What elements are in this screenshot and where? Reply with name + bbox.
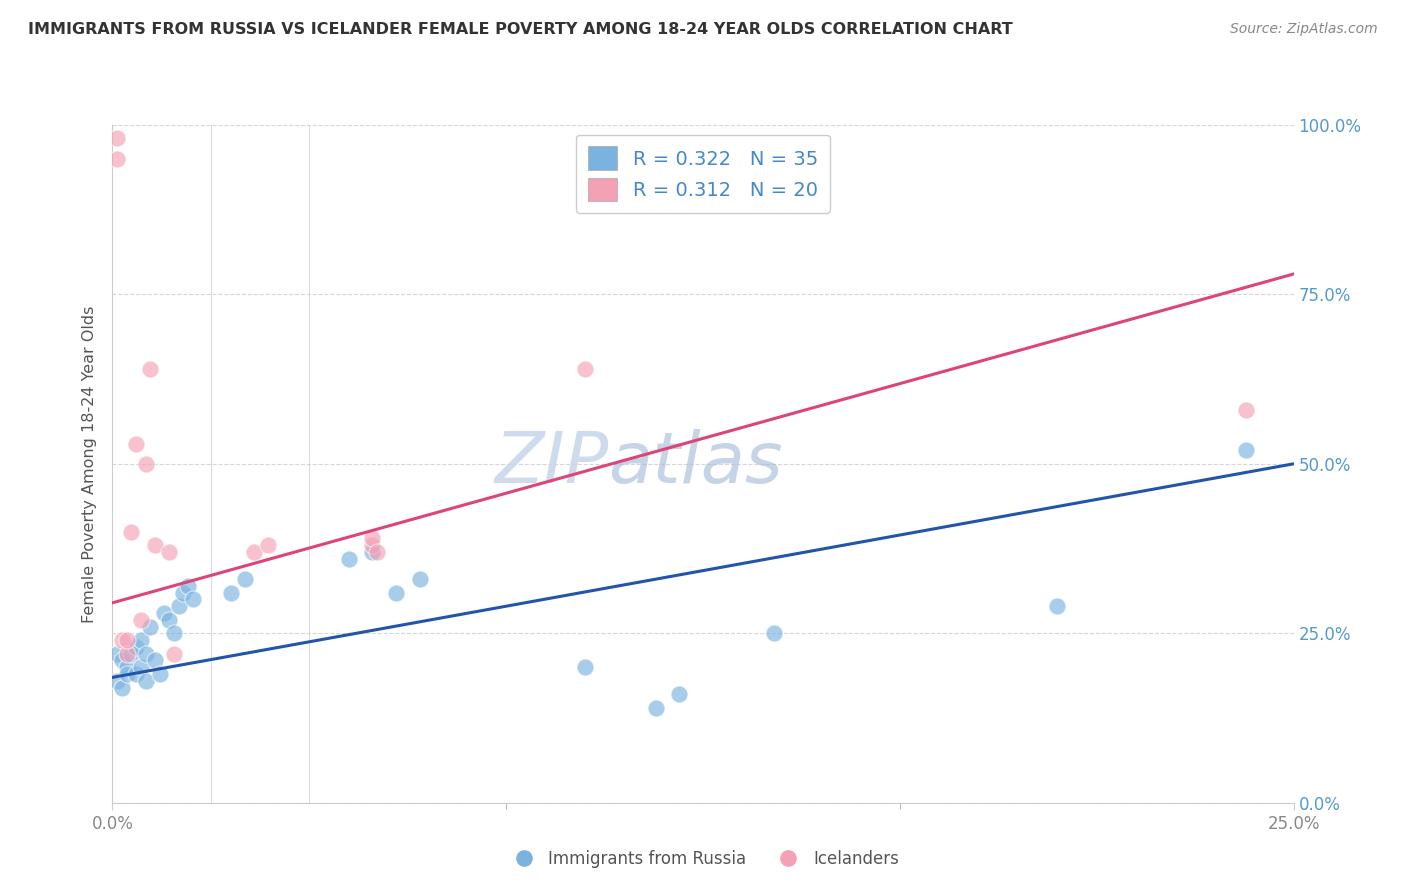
Point xyxy=(143,538,166,552)
Point xyxy=(1046,599,1069,614)
Point xyxy=(157,545,180,559)
Point xyxy=(668,687,690,701)
Text: ZIP: ZIP xyxy=(494,429,609,499)
Point xyxy=(243,545,266,559)
Text: atlas: atlas xyxy=(609,429,783,499)
Point xyxy=(644,701,666,715)
Point xyxy=(361,545,384,559)
Point xyxy=(105,647,128,661)
Point xyxy=(135,647,157,661)
Point xyxy=(172,585,194,599)
Point xyxy=(115,647,138,661)
Point xyxy=(139,619,162,633)
Text: Source: ZipAtlas.com: Source: ZipAtlas.com xyxy=(1230,22,1378,37)
Point xyxy=(361,532,384,546)
Point xyxy=(129,613,152,627)
Point xyxy=(125,436,148,450)
Point xyxy=(129,633,152,648)
Point xyxy=(1234,443,1257,458)
Point xyxy=(385,585,408,599)
Point xyxy=(337,551,360,566)
Point xyxy=(233,572,256,586)
Legend: R = 0.322   N = 35, R = 0.312   N = 20: R = 0.322 N = 35, R = 0.312 N = 20 xyxy=(576,135,830,213)
Point xyxy=(111,633,134,648)
Point xyxy=(105,131,128,145)
Point xyxy=(181,592,204,607)
Point xyxy=(153,606,176,620)
Point xyxy=(120,524,142,539)
Legend: Immigrants from Russia, Icelanders: Immigrants from Russia, Icelanders xyxy=(501,844,905,875)
Point xyxy=(149,667,172,681)
Point xyxy=(111,681,134,695)
Point xyxy=(163,647,186,661)
Point xyxy=(574,660,596,674)
Point xyxy=(167,599,190,614)
Point xyxy=(105,152,128,166)
Point xyxy=(125,667,148,681)
Point xyxy=(111,653,134,667)
Point xyxy=(361,538,384,552)
Point xyxy=(129,660,152,674)
Point xyxy=(157,613,180,627)
Point xyxy=(135,673,157,688)
Point xyxy=(105,673,128,688)
Point xyxy=(762,626,785,640)
Point xyxy=(143,653,166,667)
Point xyxy=(408,572,430,586)
Point xyxy=(1234,402,1257,417)
Point xyxy=(115,667,138,681)
Point xyxy=(115,660,138,674)
Point xyxy=(177,579,200,593)
Point xyxy=(219,585,242,599)
Point xyxy=(163,626,186,640)
Point xyxy=(115,633,138,648)
Point xyxy=(257,538,280,552)
Text: IMMIGRANTS FROM RUSSIA VS ICELANDER FEMALE POVERTY AMONG 18-24 YEAR OLDS CORRELA: IMMIGRANTS FROM RUSSIA VS ICELANDER FEMA… xyxy=(28,22,1012,37)
Y-axis label: Female Poverty Among 18-24 Year Olds: Female Poverty Among 18-24 Year Olds xyxy=(82,305,97,623)
Point xyxy=(574,362,596,376)
Point xyxy=(125,640,148,654)
Point xyxy=(139,362,162,376)
Point xyxy=(120,647,142,661)
Point xyxy=(366,545,388,559)
Point xyxy=(135,457,157,471)
